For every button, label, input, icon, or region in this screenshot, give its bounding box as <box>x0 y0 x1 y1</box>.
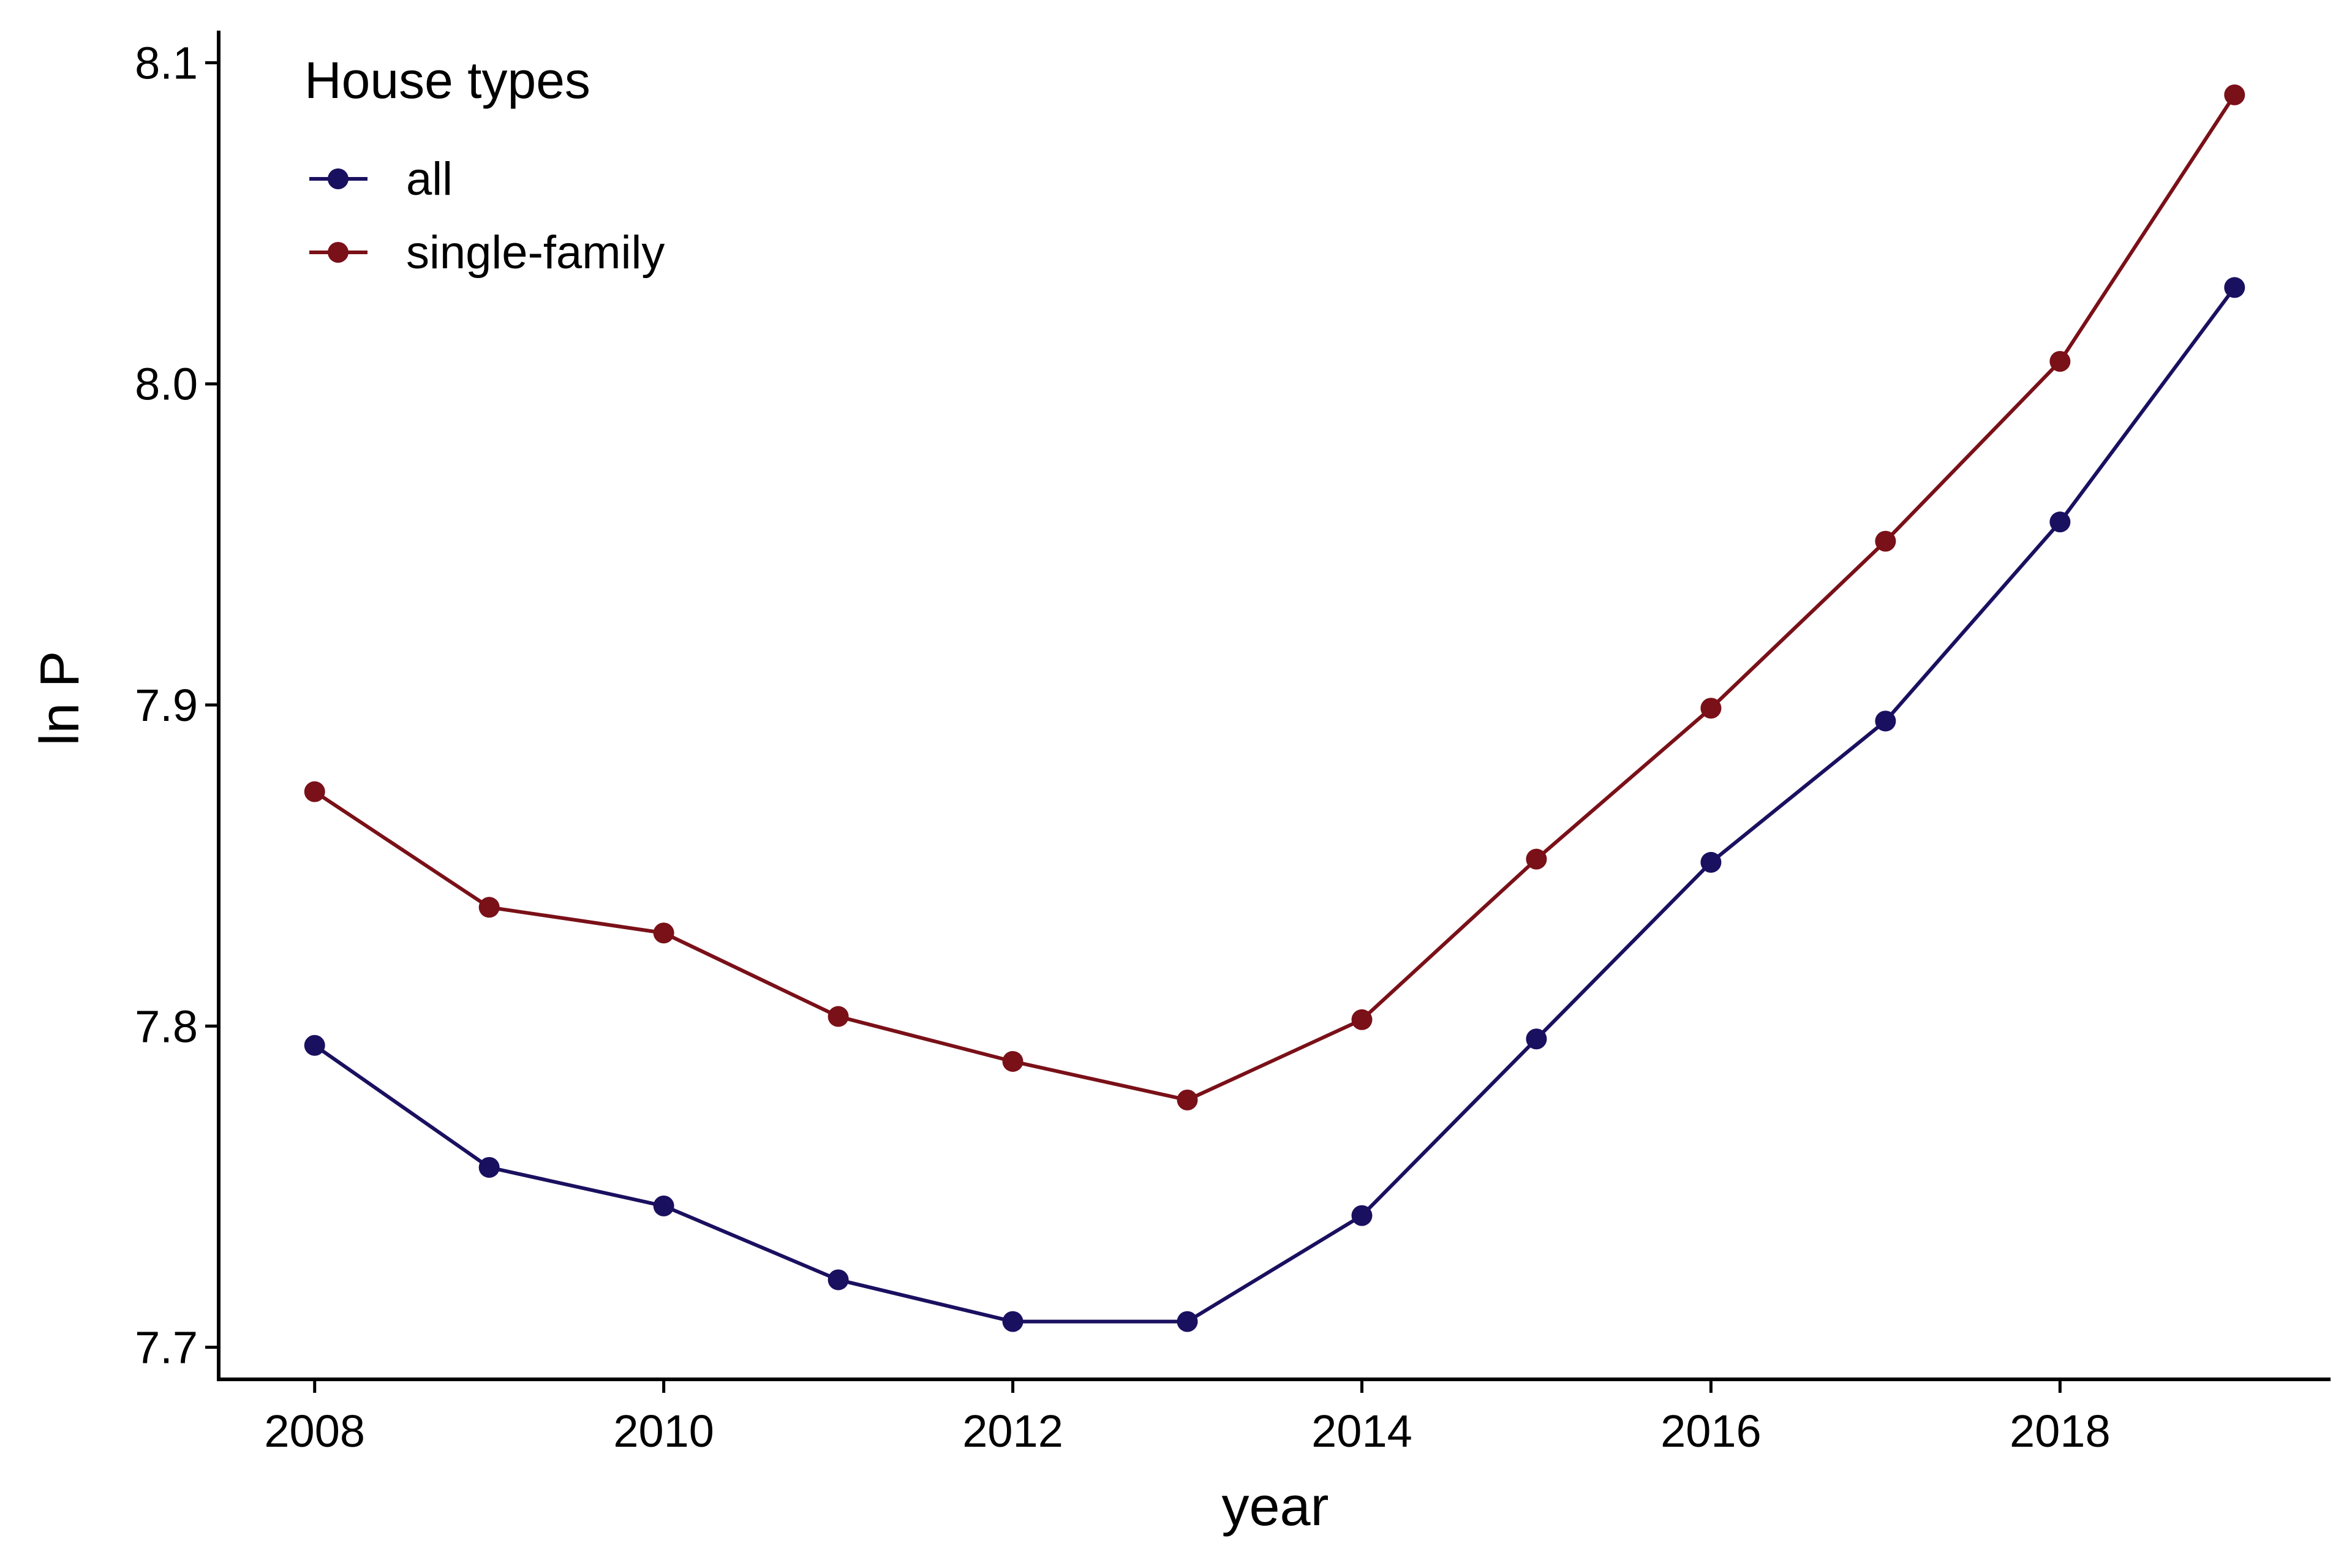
data-point-single-family <box>1700 698 1722 719</box>
axes: 2008 2010 2012 2014 2016 2018 7.7 7.8 7.9 8.0 8.1 <box>135 31 2331 1457</box>
legend-title: House types <box>304 51 590 109</box>
data-point-single-family <box>653 922 674 944</box>
data-point-all <box>1351 1205 1373 1226</box>
y-axis-title: ln P <box>29 650 91 745</box>
x-tick-label: 2018 <box>2010 1406 2111 1457</box>
data-point-single-family <box>1002 1050 1023 1072</box>
legend-key-marker <box>328 168 349 189</box>
legend-key-marker <box>328 242 349 263</box>
data-point-all <box>1177 1311 1198 1332</box>
data-point-all <box>2224 277 2245 298</box>
series-single-family <box>304 84 2245 1110</box>
data-point-all <box>478 1156 500 1178</box>
data-point-single-family <box>478 897 500 918</box>
x-tick-label: 2016 <box>1660 1406 1762 1457</box>
data-point-single-family <box>1351 1009 1373 1030</box>
data-point-single-family <box>1875 530 1896 552</box>
data-point-single-family <box>827 1006 849 1027</box>
series-all <box>304 277 2245 1332</box>
data-point-all <box>653 1195 674 1216</box>
series-layer <box>304 84 2245 1332</box>
legend: House types all single-family <box>304 51 665 279</box>
x-tick-label: 2012 <box>962 1406 1063 1457</box>
series-line-single-family <box>314 94 2236 1102</box>
legend-label: all <box>406 153 453 205</box>
y-tick-label: 7.7 <box>135 1322 198 1373</box>
data-point-single-family <box>304 781 325 802</box>
data-point-single-family <box>2049 351 2071 372</box>
y-tick-label: 8.0 <box>135 359 198 410</box>
y-tick-label: 7.9 <box>135 680 198 731</box>
legend-item-all: all <box>309 153 453 205</box>
data-point-all <box>1002 1311 1023 1332</box>
y-tick-label: 8.1 <box>135 37 198 88</box>
data-point-single-family <box>1177 1089 1198 1110</box>
x-tick-label: 2014 <box>1311 1406 1412 1457</box>
x-tick-label: 2008 <box>264 1406 365 1457</box>
data-point-all <box>1526 1028 1547 1050</box>
data-point-all <box>827 1269 849 1291</box>
data-point-single-family <box>1526 848 1547 870</box>
data-point-single-family <box>2224 84 2245 105</box>
data-point-all <box>2049 511 2071 533</box>
series-line-all <box>314 286 2236 1324</box>
legend-item-single-family: single-family <box>309 227 665 279</box>
data-point-all <box>1700 851 1722 873</box>
x-tick-label: 2010 <box>613 1406 714 1457</box>
y-tick-label: 7.8 <box>135 1001 198 1052</box>
x-axis-title: year <box>1221 1476 1329 1537</box>
legend-label: single-family <box>406 227 665 279</box>
data-point-all <box>1875 710 1896 732</box>
data-point-all <box>304 1035 325 1056</box>
